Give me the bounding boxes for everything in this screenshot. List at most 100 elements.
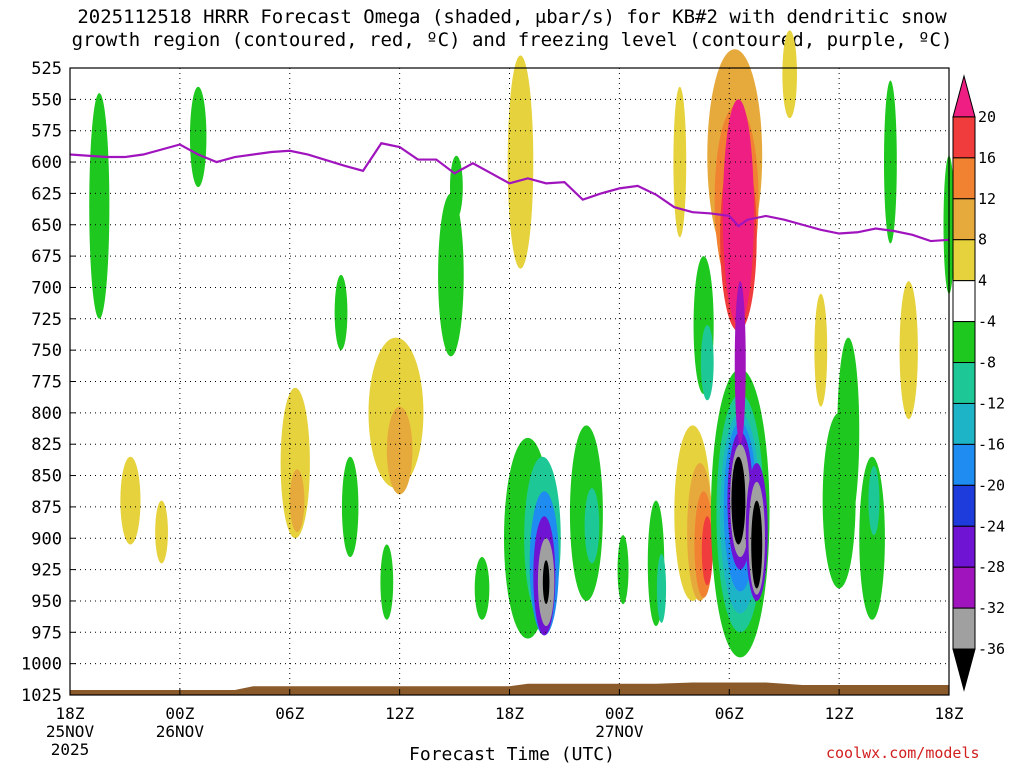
omega-shading	[89, 30, 955, 658]
omega-cell-10	[380, 544, 394, 620]
x-axis-label: Forecast Time (UTC)	[409, 744, 615, 765]
omega-cell-25	[656, 553, 667, 623]
colorbar-bin-11	[952, 525, 976, 568]
y-tick-label-575: 575	[31, 122, 62, 142]
x-tick-label-42: 12Z	[825, 704, 854, 723]
omega-cell-30	[701, 516, 713, 586]
freezing-level-line	[69, 142, 950, 243]
y-tick-label-700: 700	[31, 278, 62, 298]
colorbar-bin-2	[952, 157, 976, 200]
colorbar-bin-8	[952, 402, 976, 445]
chart-title-line2: growth region (contoured, red, ºC) and f…	[71, 29, 953, 51]
omega-cell-13	[474, 557, 490, 620]
colorbar-label-11: -28	[978, 558, 1005, 576]
colorbar-label-10: -24	[978, 517, 1005, 535]
colorbar-bin-9	[952, 443, 976, 486]
x-tick-label-30: 00Z	[605, 704, 634, 723]
omega-cell-53	[868, 466, 880, 536]
colorbar-label-0: 20	[978, 108, 996, 126]
colorbar-bin-6	[952, 321, 976, 364]
omega-cell-43	[731, 456, 746, 545]
y-tick-label-1000: 1000	[21, 655, 62, 675]
y-tick-label-1025: 1025	[21, 686, 62, 706]
x-tick-label-6: 00Z	[165, 704, 194, 723]
colorbar-label-1: 16	[978, 149, 996, 167]
colorbar-label-12: -32	[978, 599, 1005, 617]
omega-cell-12	[449, 155, 463, 219]
y-tick-label-600: 600	[31, 153, 62, 173]
colorbar-label-6: -8	[978, 354, 996, 372]
y-tick-label-925: 925	[31, 561, 62, 581]
x-tick-year-0: 2025	[51, 740, 90, 759]
chart-title-line1: 2025112518 HRRR Forecast Omega (shaded, …	[77, 6, 947, 28]
y-tick-label-725: 725	[31, 310, 62, 330]
y-tick-label-850: 850	[31, 467, 62, 487]
x-tick-label-12: 06Z	[275, 704, 304, 723]
colorbar-bin-0	[952, 74, 976, 118]
colorbar-label-7: -12	[978, 394, 1005, 412]
colorbar-bin-12	[952, 566, 976, 609]
omega-cell-48	[782, 30, 798, 119]
colorbar-label-2: 12	[978, 190, 996, 208]
omega-cell-54	[899, 281, 918, 420]
colorbar: 20 16 12 8 4 -4 -8 -12 -16 -20 -24 -28 -32 -36	[952, 74, 1005, 692]
y-tick-label-550: 550	[31, 90, 62, 110]
y-tick-label-875: 875	[31, 498, 62, 518]
omega-cell-47	[734, 281, 746, 445]
y-tick-label-750: 750	[31, 341, 62, 361]
y-axis: 525 550 575 600 625 650 675 700 725 750 775 800 825 8…	[21, 59, 76, 706]
y-tick-label-675: 675	[31, 247, 62, 267]
colorbar-bin-10	[952, 484, 976, 527]
x-tick-label-24: 18Z	[495, 704, 524, 723]
omega-cell-6	[334, 274, 348, 351]
colorbar-bin-3	[952, 198, 976, 241]
omega-cell-26	[673, 86, 687, 238]
omega-cell-2	[120, 456, 141, 545]
colorbar-label-4: 4	[978, 272, 987, 290]
omega-cell-5	[289, 469, 305, 532]
y-tick-label-525: 525	[31, 59, 62, 79]
omega-cell-23	[617, 535, 629, 605]
omega-cell-51	[837, 337, 860, 526]
y-tick-label-650: 650	[31, 216, 62, 236]
colorbar-bin-4	[952, 239, 976, 282]
y-tick-label-800: 800	[31, 404, 62, 424]
freezing-level-series	[69, 142, 950, 243]
x-tick-date-30: 27NOV	[595, 722, 644, 741]
x-tick-label-48: 18Z	[935, 704, 964, 723]
site-credit[interactable]: coolwx.com/models	[826, 744, 980, 762]
omega-cell-9	[386, 406, 413, 495]
y-tick-label-825: 825	[31, 435, 62, 455]
colorbar-bin-7	[952, 362, 976, 404]
x-tick-date-6: 26NOV	[156, 722, 205, 741]
colorbar-label-3: 8	[978, 231, 987, 249]
colorbar-label-8: -16	[978, 435, 1005, 453]
colorbar-label-5: -4	[978, 313, 996, 331]
colorbar-label-13: -36	[978, 640, 1005, 658]
y-tick-label-775: 775	[31, 373, 62, 393]
omega-cell-20	[542, 560, 550, 605]
colorbar-bin-13	[952, 607, 976, 650]
omega-cell-1	[189, 86, 207, 188]
x-tick-label-36: 06Z	[715, 704, 744, 723]
omega-cell-32	[700, 325, 714, 401]
x-tick-label-18: 12Z	[385, 704, 414, 723]
x-tick-date-0: 25NOV	[46, 722, 95, 741]
y-tick-label-625: 625	[31, 184, 62, 204]
x-tick-label-0: 18Z	[56, 704, 85, 723]
colorbar-bin-5	[952, 280, 976, 323]
y-tick-label-950: 950	[31, 592, 62, 612]
colorbar-bin-14	[952, 648, 976, 692]
colorbar-label-9: -20	[978, 476, 1005, 494]
y-tick-label-975: 975	[31, 623, 62, 643]
y-tick-label-900: 900	[31, 529, 62, 549]
omega-cell-22	[584, 488, 600, 564]
chart-title: 2025112518 HRRR Forecast Omega (shaded, …	[0, 6, 1024, 52]
omega-cell-36	[722, 99, 754, 326]
omega-cell-46	[751, 500, 763, 589]
omega-cell-11	[438, 193, 464, 357]
colorbar-bin-1	[952, 116, 976, 159]
omega-cell-3	[155, 500, 168, 564]
